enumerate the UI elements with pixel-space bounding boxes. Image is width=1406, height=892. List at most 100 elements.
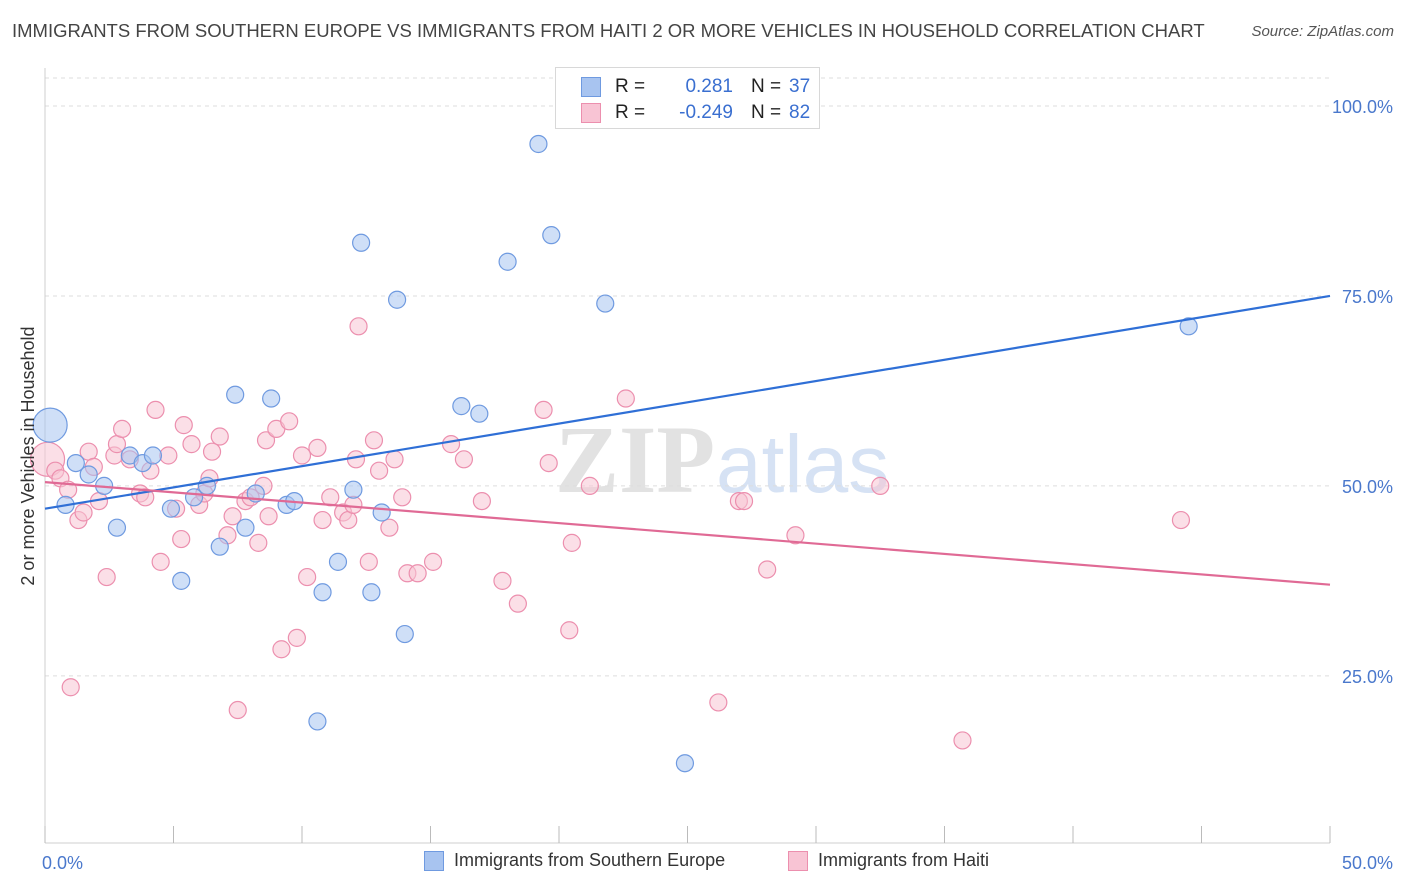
stats-swatch-southern-europe <box>581 77 601 97</box>
stats-r-value: -0.249 <box>679 102 733 123</box>
stats-n-value: 82 <box>789 102 811 123</box>
watermark-zip: ZIP <box>555 406 715 513</box>
point-haiti <box>349 317 368 336</box>
point-haiti <box>159 446 178 465</box>
point-haiti <box>562 533 581 552</box>
legend-label: Immigrants from Southern Europe <box>454 850 726 870</box>
tick-labels: 25.0% 50.0% 75.0% 100.0% 0.0% 50.0% <box>42 97 1393 873</box>
legend-item-southern-europe[interactable]: Immigrants from Southern Europe <box>424 850 725 871</box>
point-haiti <box>74 503 93 522</box>
stats-n-label: N = <box>751 102 782 123</box>
x-tick-label-max: 50.0% <box>1342 853 1393 873</box>
point-haiti <box>380 518 399 537</box>
point-southern-europe <box>387 290 407 309</box>
point-southern-europe <box>79 465 98 484</box>
point-haiti <box>871 476 890 495</box>
point-haiti <box>408 564 427 583</box>
point-southern-europe <box>395 624 414 644</box>
point-haiti <box>580 476 599 495</box>
point-haiti <box>370 461 389 480</box>
point-haiti <box>172 529 191 549</box>
point-southern-europe <box>344 480 363 499</box>
point-haiti <box>249 533 268 552</box>
point-haiti <box>174 416 193 435</box>
chart-title: IMMIGRANTS FROM SOUTHERN EUROPE VS IMMIG… <box>12 20 1205 41</box>
point-southern-europe <box>210 537 229 556</box>
point-haiti <box>385 450 404 469</box>
point-southern-europe <box>1179 317 1198 336</box>
legend: Immigrants from Southern Europe Immigran… <box>0 850 1406 880</box>
point-southern-europe <box>529 134 548 154</box>
y-tick-label: 25.0% <box>1342 667 1393 687</box>
point-haiti <box>616 389 635 408</box>
point-haiti <box>508 594 527 613</box>
watermark: ZIP atlas <box>555 406 889 513</box>
x-tick-label-min: 0.0% <box>42 853 83 873</box>
point-haiti <box>709 693 728 712</box>
point-southern-europe <box>498 252 517 271</box>
point-haiti <box>272 640 291 659</box>
point-haiti <box>539 453 558 473</box>
point-haiti <box>472 491 491 511</box>
point-southern-europe <box>226 385 245 404</box>
stats-r-value: 0.281 <box>685 76 733 97</box>
stats-r-label: R = <box>615 102 646 123</box>
stats-n-value: 37 <box>789 76 811 97</box>
point-haiti <box>393 488 412 507</box>
stats-row-haiti: R = -0.249 N = 82 <box>581 101 810 125</box>
point-haiti <box>786 526 805 545</box>
point-haiti <box>1171 510 1191 530</box>
point-haiti <box>210 427 229 446</box>
point-haiti <box>321 488 340 507</box>
point-southern-europe <box>172 571 191 590</box>
point-haiti <box>423 552 443 571</box>
point-haiti <box>344 495 363 514</box>
point-southern-europe <box>372 503 391 522</box>
point-haiti <box>223 507 242 526</box>
point-haiti <box>292 446 312 465</box>
point-haiti <box>151 552 170 571</box>
stats-swatch-haiti <box>581 103 601 123</box>
stats-n-label: N = <box>751 76 782 97</box>
y-tick-label: 75.0% <box>1342 287 1393 307</box>
point-southern-europe <box>161 499 181 518</box>
grid-lines <box>45 77 1330 677</box>
point-haiti <box>97 567 116 587</box>
legend-swatch-haiti <box>788 850 808 871</box>
point-southern-europe <box>66 453 85 473</box>
point-southern-europe <box>542 226 561 245</box>
point-haiti <box>493 571 512 590</box>
point-southern-europe <box>143 446 163 465</box>
point-haiti <box>313 510 332 530</box>
point-southern-europe <box>32 407 68 443</box>
point-haiti <box>454 450 474 469</box>
legend-swatch-southern-europe <box>424 850 444 871</box>
point-haiti <box>256 431 276 450</box>
source-credit: Source: ZipAtlas.com <box>1251 23 1394 40</box>
point-southern-europe <box>675 754 695 773</box>
stats-legend: R = 0.281 N = 37 R = -0.249 N = 82 <box>555 67 820 129</box>
trend-line-haiti <box>44 480 1331 586</box>
stats-row-southern-europe: R = 0.281 N = 37 <box>581 75 810 99</box>
point-southern-europe <box>236 518 255 537</box>
legend-label: Immigrants from Haiti <box>818 850 990 870</box>
point-southern-europe <box>596 294 615 313</box>
point-haiti <box>259 507 278 526</box>
stats-r-label: R = <box>615 76 646 97</box>
point-haiti <box>61 678 80 697</box>
data-points <box>29 134 1198 773</box>
point-haiti <box>280 412 299 431</box>
legend-item-haiti[interactable]: Immigrants from Haiti <box>788 850 989 871</box>
trend-line-southern-europe <box>44 294 1331 510</box>
point-southern-europe <box>362 583 381 602</box>
point-haiti <box>298 567 317 587</box>
point-haiti <box>560 621 579 640</box>
point-haiti <box>953 731 972 750</box>
point-southern-europe <box>262 389 281 408</box>
point-southern-europe <box>452 397 471 416</box>
point-haiti <box>441 435 461 454</box>
point-haiti <box>734 491 754 511</box>
point-haiti <box>146 400 165 420</box>
y-tick-label: 50.0% <box>1342 477 1393 497</box>
